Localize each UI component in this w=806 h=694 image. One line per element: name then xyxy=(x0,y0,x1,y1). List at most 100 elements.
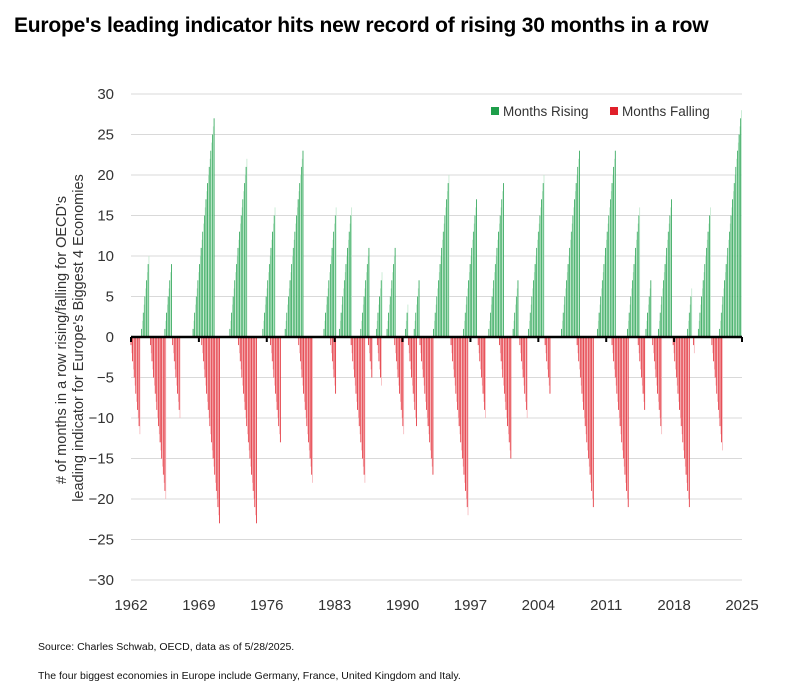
bar xyxy=(525,337,526,402)
bar xyxy=(265,296,267,337)
bar xyxy=(292,247,294,337)
bar xyxy=(536,247,538,337)
bar xyxy=(628,312,630,337)
bar xyxy=(233,288,235,337)
bar xyxy=(633,264,635,337)
bar xyxy=(688,337,689,499)
bar xyxy=(688,337,690,508)
bar xyxy=(658,337,659,402)
bar xyxy=(654,337,656,370)
bar xyxy=(244,183,245,337)
x-tick-label: 1976 xyxy=(250,597,283,614)
bar xyxy=(403,337,405,435)
bar xyxy=(262,328,264,337)
y-tick-label: 30 xyxy=(97,86,114,103)
bar xyxy=(526,337,528,418)
bar xyxy=(396,337,398,370)
bar xyxy=(499,337,501,354)
bar xyxy=(567,264,569,337)
bar xyxy=(491,296,493,337)
bar xyxy=(335,207,337,337)
bar xyxy=(657,337,659,394)
bar xyxy=(738,134,740,337)
bar xyxy=(579,337,581,378)
bar xyxy=(378,304,380,337)
bar xyxy=(541,199,542,337)
bar xyxy=(442,239,443,337)
bar xyxy=(331,337,332,354)
bar xyxy=(488,328,490,337)
bar xyxy=(607,223,609,337)
bar xyxy=(697,328,699,337)
x-tick-label: 2011 xyxy=(590,597,622,614)
bar xyxy=(141,328,143,337)
bar xyxy=(254,337,256,508)
bar xyxy=(269,256,271,337)
bar xyxy=(307,337,309,435)
bar xyxy=(165,337,167,499)
bar xyxy=(658,328,659,337)
bar xyxy=(276,337,278,410)
bar xyxy=(375,328,377,337)
y-axis-label-line-1: # of months in a row rising/falling for … xyxy=(54,196,70,484)
bar xyxy=(722,296,724,337)
bar xyxy=(423,337,425,386)
bar xyxy=(728,239,729,337)
bar xyxy=(247,337,249,443)
bar xyxy=(521,337,523,370)
bar xyxy=(417,296,418,337)
bar xyxy=(627,328,628,337)
bar xyxy=(535,256,537,337)
bar xyxy=(218,337,220,516)
bar xyxy=(380,280,382,337)
bar xyxy=(330,264,331,337)
bar xyxy=(578,158,579,337)
bar xyxy=(659,337,661,418)
bar xyxy=(271,337,273,362)
bar xyxy=(333,231,335,337)
bar xyxy=(334,223,335,337)
bar xyxy=(477,337,479,346)
bar xyxy=(430,337,431,451)
bar xyxy=(575,183,577,337)
bar xyxy=(210,337,212,435)
bar xyxy=(296,215,297,337)
bar xyxy=(549,337,551,394)
bar xyxy=(236,256,238,337)
bar xyxy=(724,280,725,337)
bar xyxy=(273,223,274,337)
footnote: The four biggest economies in Europe inc… xyxy=(38,670,461,682)
bar xyxy=(727,247,729,337)
bar xyxy=(579,150,580,337)
bar xyxy=(271,239,273,337)
bar xyxy=(726,256,728,337)
bar xyxy=(274,207,276,337)
bar xyxy=(279,337,281,443)
bar xyxy=(252,337,254,491)
bar xyxy=(641,337,642,378)
bar xyxy=(473,223,475,337)
bar xyxy=(169,280,171,337)
bar xyxy=(611,337,613,346)
bar xyxy=(501,337,503,370)
bar xyxy=(676,337,678,386)
bar xyxy=(396,337,397,362)
bar xyxy=(632,272,634,337)
bar xyxy=(582,337,584,402)
bar xyxy=(669,215,671,337)
bar xyxy=(422,337,424,378)
bar xyxy=(689,304,691,337)
x-tick-labels: 1962 1969 1976 1983 1990 1997 2004 2011 2018 2025 xyxy=(114,597,758,614)
bar xyxy=(332,239,334,337)
bar xyxy=(368,337,369,346)
bar xyxy=(362,312,363,337)
bar xyxy=(357,337,359,410)
bar xyxy=(407,304,409,337)
bar xyxy=(675,337,677,378)
bar xyxy=(520,337,522,354)
bar xyxy=(587,337,589,451)
bar xyxy=(632,280,633,337)
bar xyxy=(386,328,388,337)
bar xyxy=(278,337,280,427)
bar xyxy=(247,337,248,435)
